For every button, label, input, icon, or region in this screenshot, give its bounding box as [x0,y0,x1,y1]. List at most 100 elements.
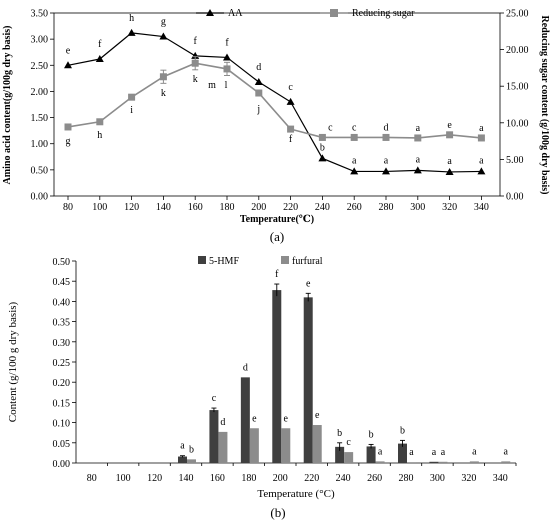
legend-furfural-label: furfural [292,256,323,267]
x-tick-label: 80 [63,202,73,213]
x-tick-label: 100 [116,473,131,484]
chart-b-legend: 5-HMF furfural [198,256,323,267]
y-tick-label: 1.00 [31,139,49,150]
y-tick-label: 1.50 [31,113,49,124]
point-letter: i [130,105,133,116]
furfural-bar [281,428,291,463]
y-tick-label: 0.35 [53,318,71,329]
x-tick-label: 180 [241,473,256,484]
chart-a: 0.00 0.50 1.00 1.50 2.00 2.50 3.00 3.50 0.00 5.0… [2,8,550,244]
point-letter: b [320,142,325,153]
reducing-sugar-point [96,118,104,126]
aa-point [254,78,263,86]
chart-a-legend: AA Reducing sugar [196,8,415,19]
hmf-bar [178,456,187,463]
reducing-sugar-point [477,134,485,142]
chart-a-y2-axis-title: Reducing sugar content (g/100g dry basis… [539,16,550,195]
x-tick-label: 260 [347,202,362,213]
point-letter: a [416,123,421,134]
bar-letter: a [472,446,477,457]
chart-b-x-axis: 80 100 120 140 160 180 200 220 240 260 280 300 320 34… [87,463,517,484]
legend-aa-marker [206,9,214,16]
point-letter: k [161,88,166,99]
y-tick-label: 0.40 [53,297,71,308]
x-tick-label: 200 [273,473,288,484]
bar-letter: e [284,413,289,424]
legend-sugar-marker [330,9,338,17]
x-tick-label: 80 [87,473,97,484]
aa-point [413,166,422,174]
point-letter: h [129,13,134,24]
chart-a-series [64,28,486,175]
chart-a-panel-label: (a) [270,229,284,244]
bar-letter: a [441,447,446,458]
point-letter: k [193,74,198,85]
furfural-bar [438,461,448,463]
point-letter: a [416,154,421,165]
bar-letter: a [409,447,414,458]
chart-b-x-axis-title: Temperature (°C) [257,488,335,500]
series-line-aa [67,32,482,173]
reducing-sugar-point [350,133,358,141]
hmf-bar [366,446,376,463]
chart-a-y-axis-title: Amino acid content(g/100g dry basis) [2,26,13,185]
x-tick-label: 220 [283,202,298,213]
point-letter: f [289,134,293,145]
point-letter: h [97,130,102,141]
y-tick-label: 0.25 [53,358,71,369]
bar-letter: d [243,362,248,373]
y-tick-label: 0.50 [31,165,49,176]
hmf-bar [398,443,407,463]
y2-tick-label: 15.00 [506,82,529,93]
hmf-bar [303,297,313,463]
x-tick-label: 240 [336,473,351,484]
x-tick-label: 180 [220,202,235,213]
bar-letter: b [400,425,405,436]
reducing-sugar-point [159,73,167,81]
furfural-bar [344,452,354,463]
point-letter: g [161,17,166,28]
hmf-bar [209,410,219,463]
x-tick-label: 100 [92,202,107,213]
y2-tick-label: 25.00 [506,9,529,20]
legend-hmf-label: 5-HMF [209,256,239,267]
x-tick-label: 120 [124,202,139,213]
series-line-reducing-sugar [67,62,482,139]
legend-furfural-swatch [281,256,289,264]
reducing-sugar-point [414,134,422,142]
y-tick-label: 2.00 [31,87,49,98]
legend-aa-label: AA [228,8,243,19]
hmf-bar [335,446,345,463]
x-tick-label: 240 [315,202,330,213]
y2-tick-label: 5.00 [506,155,524,166]
bar-letter: b [337,428,342,439]
point-letter: a [479,123,484,134]
reducing-sugar-point [318,133,326,141]
point-letter: d [256,62,261,73]
x-tick-label: 300 [410,202,425,213]
reducing-sugar-point [287,125,295,133]
y-tick-label: 0.50 [53,257,71,268]
x-tick-label: 340 [474,202,489,213]
bar-letter: a [504,446,509,457]
point-letter: a [384,155,389,166]
x-tick-label: 220 [304,473,319,484]
x-tick-label: 300 [430,473,445,484]
chart-b: 0.00 0.05 0.10 0.15 0.20 0.25 0.30 0.35 0.40 0.45… [7,256,517,520]
bar-letter: d [220,417,225,428]
aa-point [223,53,231,61]
aa-point [286,97,295,105]
y2-tick-label: 0.00 [506,192,524,203]
hmf-bar [240,377,250,463]
aa-point [159,32,168,40]
hmf-bar [429,461,439,463]
point-letter: c [352,122,357,133]
bar-letter: f [275,269,279,280]
furfural-bar [312,425,322,463]
furfural-bar [249,428,259,463]
legend-sugar-label: Reducing sugar [352,8,415,19]
chart-a-x-axis-title: Temperature(℃) [240,214,314,225]
point-letter: g [66,136,71,147]
point-letter: f [194,36,198,47]
